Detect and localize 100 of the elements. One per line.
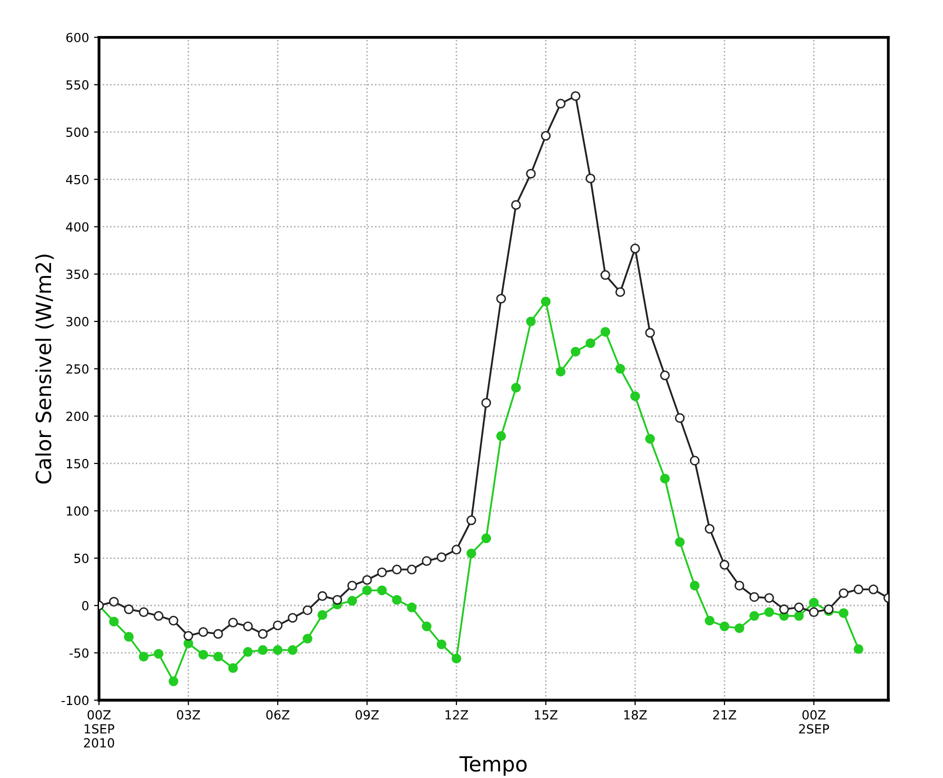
point xyxy=(540,296,551,306)
point xyxy=(466,515,476,526)
y-tick-label: 200 xyxy=(66,412,88,422)
x-axis-title: Tempo xyxy=(459,756,527,776)
point xyxy=(436,552,446,562)
point xyxy=(422,621,432,632)
point xyxy=(600,270,610,280)
point xyxy=(764,607,774,617)
point xyxy=(302,605,312,616)
point xyxy=(838,608,848,618)
point xyxy=(586,338,596,348)
point xyxy=(630,391,640,402)
y-tick-label: -50 xyxy=(69,648,88,658)
y-tick-label: 50 xyxy=(74,554,88,564)
point xyxy=(243,621,253,632)
y-tick-label: 250 xyxy=(66,364,88,374)
x-tick-label: 18Z xyxy=(624,710,647,720)
point xyxy=(794,602,804,612)
point xyxy=(526,168,536,179)
point xyxy=(556,366,566,376)
point xyxy=(720,621,730,632)
y-tick-label: -100 xyxy=(62,696,88,706)
point xyxy=(138,607,149,617)
y-tick-label: 400 xyxy=(66,222,88,232)
point xyxy=(838,588,848,598)
y-tick-label: 550 xyxy=(66,80,88,90)
point xyxy=(511,200,521,210)
point xyxy=(318,610,328,620)
point xyxy=(645,434,655,444)
point xyxy=(422,556,432,566)
point xyxy=(808,598,819,608)
point xyxy=(228,618,238,628)
point xyxy=(466,548,476,558)
point xyxy=(586,174,596,184)
point xyxy=(258,629,268,639)
point xyxy=(213,629,224,639)
y-tick-label: 350 xyxy=(66,270,88,280)
point xyxy=(138,652,149,662)
point xyxy=(168,616,178,626)
point xyxy=(184,630,194,641)
point xyxy=(406,564,417,574)
point xyxy=(124,604,134,614)
x-tick-label: 21Z xyxy=(713,710,736,720)
point xyxy=(511,382,521,393)
point xyxy=(272,620,283,630)
point xyxy=(154,648,164,659)
point xyxy=(272,645,283,655)
point xyxy=(570,346,580,357)
point xyxy=(406,602,417,612)
point xyxy=(347,580,358,590)
point xyxy=(377,568,387,578)
point xyxy=(526,316,536,326)
point xyxy=(109,616,119,626)
point xyxy=(808,607,819,617)
point xyxy=(854,584,864,594)
point xyxy=(496,294,506,304)
point xyxy=(392,594,402,605)
y-tick-label: 500 xyxy=(66,128,88,137)
x-tick-label: 00Z 2SEP xyxy=(799,710,830,734)
x-tick-label: 03Z xyxy=(176,710,200,720)
point xyxy=(540,130,551,141)
point xyxy=(198,627,208,637)
point xyxy=(168,676,178,686)
point xyxy=(347,596,358,606)
point xyxy=(600,326,610,337)
point xyxy=(496,431,506,441)
point xyxy=(630,244,640,254)
point xyxy=(288,612,298,623)
x-tick-label: 15Z xyxy=(534,710,558,720)
point xyxy=(452,544,462,554)
point xyxy=(243,647,253,657)
y-tick-label: 450 xyxy=(66,174,88,184)
point xyxy=(660,370,670,380)
y-tick-label: 600 xyxy=(66,32,88,42)
point xyxy=(154,611,164,621)
point xyxy=(868,584,878,594)
point xyxy=(704,524,714,534)
point xyxy=(720,560,730,570)
point xyxy=(764,593,774,603)
point xyxy=(228,663,238,673)
point xyxy=(213,652,224,662)
point xyxy=(362,575,372,585)
y-tick-label: 300 xyxy=(66,316,88,326)
point xyxy=(734,580,744,590)
point xyxy=(674,413,685,423)
point xyxy=(258,645,268,655)
point xyxy=(645,328,655,338)
point xyxy=(570,91,580,101)
point xyxy=(109,596,119,607)
x-tick-label: 09Z xyxy=(356,710,379,720)
point xyxy=(660,474,670,484)
point xyxy=(302,634,312,644)
x-tick-label: 12Z xyxy=(446,710,468,720)
point xyxy=(615,287,626,297)
point xyxy=(377,585,387,596)
y-axis-title: Calor Sensivel (W/m2) xyxy=(35,254,54,484)
x-tick-label: 00Z 1SEP 2010 xyxy=(84,710,114,748)
point xyxy=(779,604,789,614)
point xyxy=(690,580,700,590)
y-tick-label: 150 xyxy=(66,458,88,468)
